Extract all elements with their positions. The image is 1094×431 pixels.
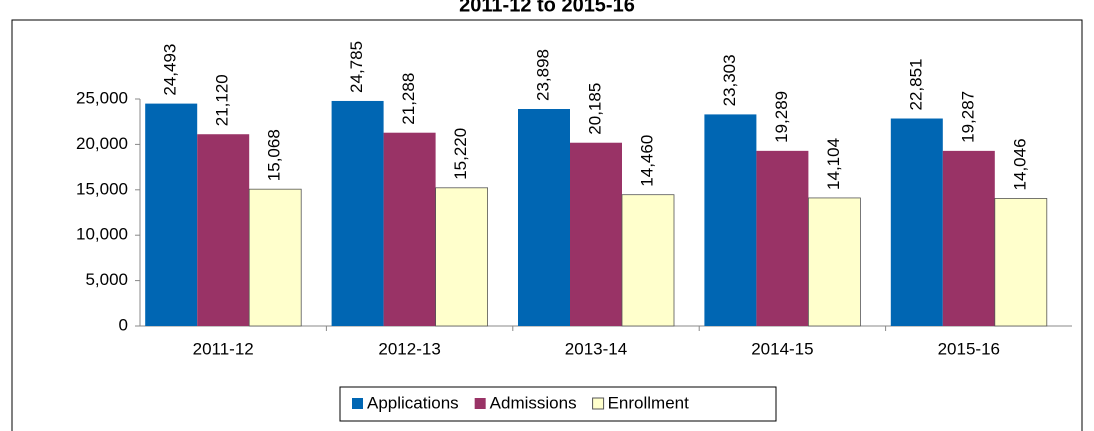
legend-swatch: [474, 398, 486, 409]
y-tick-label: 25,000: [76, 88, 128, 107]
value-label: 14,046: [1010, 138, 1029, 190]
value-label: 24,785: [347, 41, 366, 93]
bar: [331, 100, 384, 326]
value-label: 14,104: [824, 138, 843, 190]
value-label: 20,185: [585, 83, 604, 135]
x-tick-label: 2015-16: [938, 339, 1000, 358]
bar: [942, 150, 995, 326]
bar: [197, 134, 250, 326]
value-label: 19,287: [958, 91, 977, 143]
bar: [756, 150, 809, 326]
value-label: 23,898: [533, 49, 552, 101]
value-label: 15,220: [451, 128, 470, 180]
value-label: 19,289: [772, 91, 791, 143]
value-label: 15,068: [265, 129, 284, 181]
y-tick-label: 10,000: [76, 225, 128, 244]
bar: [518, 109, 570, 326]
legend-box: [339, 386, 777, 422]
chart-title: 2011-12 to 2015-16: [459, 0, 635, 16]
bar: [145, 103, 198, 326]
bar: [570, 142, 622, 326]
value-label: 21,120: [213, 74, 232, 126]
bar: [435, 187, 489, 327]
legend-swatch: [352, 398, 363, 409]
legend: Applications Admissions Enrollment: [339, 386, 777, 422]
legend-label: Enrollment: [608, 393, 690, 412]
y-tick-label: 15,000: [76, 179, 128, 198]
bar: [383, 132, 436, 326]
value-label: 21,288: [399, 73, 418, 125]
y-tick-label: 0: [119, 315, 128, 334]
value-label: 24,493: [161, 44, 180, 96]
x-tick-label: 2014-15: [751, 339, 813, 358]
y-tick-label: 20,000: [76, 134, 128, 153]
x-tick-label: 2011-12: [193, 339, 254, 358]
bar: [248, 188, 302, 327]
bar: [890, 118, 943, 327]
value-label: 22,851: [906, 59, 925, 111]
x-tick-label: 2013-14: [565, 339, 627, 358]
value-label: 23,303: [720, 54, 739, 106]
x-tick-label: 2012-13: [378, 339, 440, 358]
bar: [704, 114, 757, 327]
legend-swatch: [592, 397, 605, 410]
bar: [994, 198, 1048, 327]
value-label: 14,460: [637, 135, 656, 187]
bar: [808, 197, 861, 327]
legend-label: Admissions: [490, 393, 577, 412]
bar: [621, 194, 675, 327]
y-tick-label: 5,000: [85, 270, 128, 289]
legend-label: Applications: [367, 393, 459, 412]
